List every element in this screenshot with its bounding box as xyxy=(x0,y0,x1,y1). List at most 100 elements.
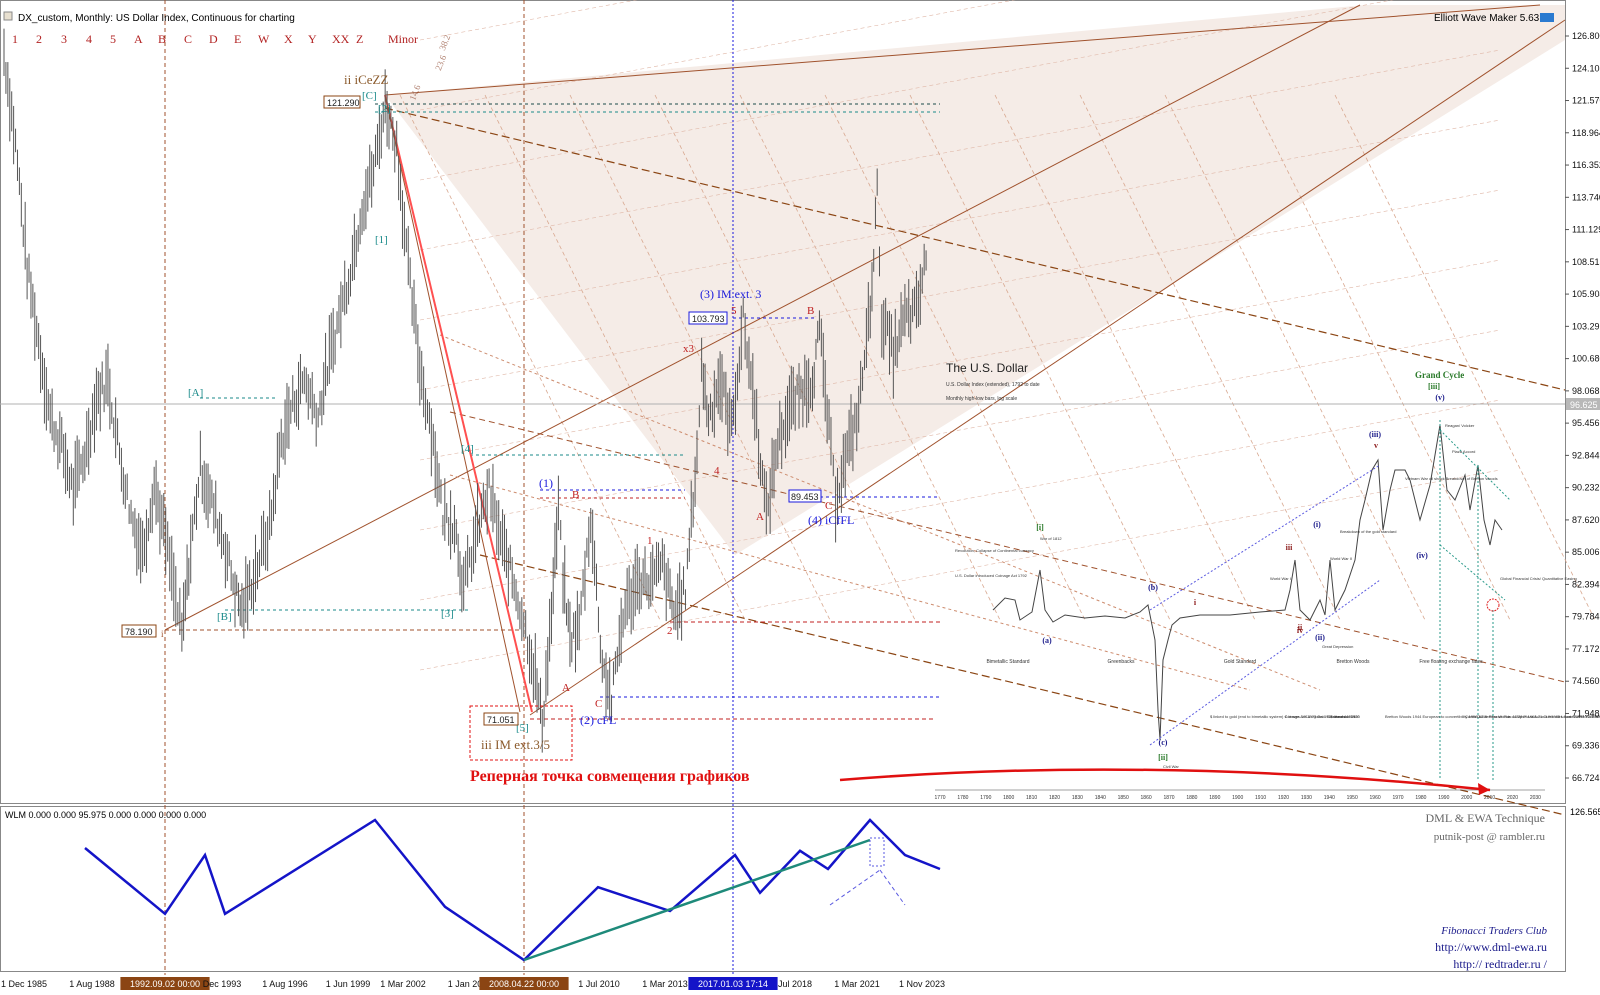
x-tick-label: 1 Aug 1988 xyxy=(69,979,115,989)
combine-arrow xyxy=(839,768,1491,792)
overlay-event: Breakdown of the gold standard xyxy=(1340,529,1396,534)
wave-iii-label: iii IM ext.3/5 xyxy=(481,737,550,752)
level-71051: 71.051 xyxy=(487,715,515,725)
overlay-year-tick: 2020 xyxy=(1507,795,1518,801)
overlay-year-tick: 1800 xyxy=(1003,795,1014,801)
y-tick-label: 100.680 xyxy=(1572,354,1600,364)
wave-C-red: C xyxy=(825,500,832,512)
y-tick-label: 87.620 xyxy=(1572,515,1600,525)
wave-degree-z[interactable]: Z xyxy=(356,32,363,46)
x-tick-label: 1 Jun 1999 xyxy=(326,979,371,989)
watermark-club: Fibonacci Traders Club xyxy=(1440,925,1547,937)
historical-overlay-chart: The U.S. Dollar U.S. Dollar Index (exten… xyxy=(934,361,1600,801)
y-tick-label: 79.784 xyxy=(1572,612,1600,622)
overlay-era: Free floating exchange rates xyxy=(1419,659,1483,665)
x-tick-highlight xyxy=(688,977,778,990)
wave-B-red-2: B xyxy=(572,489,579,501)
overlay-wave-label: (i) xyxy=(1313,520,1321,529)
wave-degree-b[interactable]: B xyxy=(158,32,166,46)
wave-degree-minor[interactable]: Minor xyxy=(388,32,418,46)
overlay-event: World War I xyxy=(1270,576,1291,581)
wave-degree-x[interactable]: X xyxy=(284,32,293,46)
wave-iii-box xyxy=(469,705,573,761)
wave-degree-e[interactable]: E xyxy=(234,32,241,46)
wave-degree-c[interactable]: C xyxy=(184,32,192,46)
indicator-icon xyxy=(1540,13,1554,22)
overlay-wave-label: (ii) xyxy=(1315,633,1325,642)
wave-2-blue: (2) cFL xyxy=(580,713,616,727)
y-tick-label: 103.292 xyxy=(1572,321,1600,331)
overlay-wave-label: (a) xyxy=(1042,636,1052,645)
x-tick-label: 1 Nov 2023 xyxy=(899,979,945,989)
watermark-line2: putnik-post @ rambler.ru xyxy=(1434,831,1546,843)
overlay-year-tick: 1950 xyxy=(1347,795,1358,801)
wave-degree-a[interactable]: A xyxy=(134,32,143,46)
wave-A-teal: [A] xyxy=(188,387,203,399)
wave-degree-xx[interactable]: XX xyxy=(332,32,350,46)
overlay-wave-label: (b) xyxy=(1148,583,1158,592)
y-tick-label: 77.172 xyxy=(1572,644,1600,654)
overlay-year-tick: 1820 xyxy=(1049,795,1060,801)
wave-degree-1[interactable]: 1 xyxy=(12,32,18,46)
overlay-event: Great Depression xyxy=(1322,644,1353,649)
wave-degree-2[interactable]: 2 xyxy=(36,32,42,46)
overlay-year-tick: 1790 xyxy=(980,795,991,801)
y-tick-label: 92.844 xyxy=(1572,450,1600,460)
wave-degree-y[interactable]: Y xyxy=(308,32,317,46)
y-tick-label: 85.006 xyxy=(1572,547,1600,557)
wave-1-red: 1 xyxy=(647,535,653,547)
wlm-title: WLM 0.000 0.000 95.975 0.000 0.000 0.000… xyxy=(5,810,206,820)
wlm-panel-frame xyxy=(0,806,1566,972)
overlay-era: Greenbacks xyxy=(1108,659,1135,665)
overlay-year-tick: 1900 xyxy=(1232,795,1243,801)
wave-degree-toolbar: 1 2 3 4 5 A B C D E W X Y XX Z Minor xyxy=(12,32,418,46)
wave-degree-4[interactable]: 4 xyxy=(86,32,92,46)
wave-degree-w[interactable]: W xyxy=(258,32,270,46)
watermark-line1: DML & EWA Technique xyxy=(1426,811,1545,825)
wave-A-red-2: A xyxy=(562,682,570,694)
wave-degree-5[interactable]: 5 xyxy=(110,32,116,46)
overlay-note: $ devalued 1933 xyxy=(1330,714,1360,719)
y-tick-label: 66.724 xyxy=(1572,773,1600,783)
overlay-year-tick: 1770 xyxy=(934,795,945,801)
pitchfork-shaded-zone xyxy=(385,5,1565,555)
current-price-tag xyxy=(1566,398,1600,410)
x-tick-label: Dec 1993 xyxy=(203,979,242,989)
overlay-wave-label: v xyxy=(1374,441,1378,450)
overlay-note: Bretton Woods 1944 European to convertib… xyxy=(1385,714,1600,719)
watermark-url2: http:// redtrader.ru / xyxy=(1453,957,1547,971)
x-tick-label: 1 Mar 2002 xyxy=(380,979,426,989)
y-tick-label: 71.948 xyxy=(1572,708,1600,718)
overlay-price-line xyxy=(992,424,1503,741)
wave-1-blue: (1) xyxy=(539,476,553,490)
overlay-year-tick: 1970 xyxy=(1392,795,1403,801)
y-tick-label: 126.800 xyxy=(1572,31,1600,41)
overlay-era: Gold Standard xyxy=(1224,659,1256,665)
wave-2-teal: [2] xyxy=(378,103,391,115)
overlay-year-tick: 1940 xyxy=(1324,795,1335,801)
price-level-boxes: 121.290 78.190 71.051 103.793 89.453 xyxy=(121,95,822,726)
overlay-era: Bimetallic Standard xyxy=(986,659,1029,665)
wave-5-teal: [5] xyxy=(516,722,529,734)
wave-labels: ii iCeZZ [C] [1] [2] [3] [4] [5] [A] [B]… xyxy=(161,33,854,734)
wave-degree-3[interactable]: 3 xyxy=(61,32,67,46)
overlay-wave-label: (c) xyxy=(1159,738,1168,747)
overlay-wave-label: iii xyxy=(1286,543,1293,552)
header: DX_custom, Monthly: US Dollar Index, Con… xyxy=(3,11,1554,24)
overlay-wave-label: (iv) xyxy=(1416,551,1428,560)
level-121290: 121.290 xyxy=(327,98,360,108)
y-tick-label: 105.904 xyxy=(1572,289,1600,299)
overlay-wave-label: [ii] xyxy=(1158,753,1168,762)
overlay-event: War of 1812 xyxy=(1040,536,1062,541)
wave-2-red: 2 xyxy=(667,625,673,637)
x-tick-label: 1 Mar 2013 xyxy=(642,979,688,989)
price-bars xyxy=(3,28,927,753)
x-tick-label: 1992.09.02 00:00 xyxy=(130,979,200,989)
overlay-event: Reagan/ Volcker xyxy=(1445,423,1475,428)
overlay-year-tick: 1980 xyxy=(1415,795,1426,801)
window-title: DX_custom, Monthly: US Dollar Index, Con… xyxy=(18,13,295,24)
overlay-year-tick: 1780 xyxy=(957,795,968,801)
wave-degree-d[interactable]: D xyxy=(209,32,218,46)
overlay-year-tick: 2010 xyxy=(1484,795,1495,801)
